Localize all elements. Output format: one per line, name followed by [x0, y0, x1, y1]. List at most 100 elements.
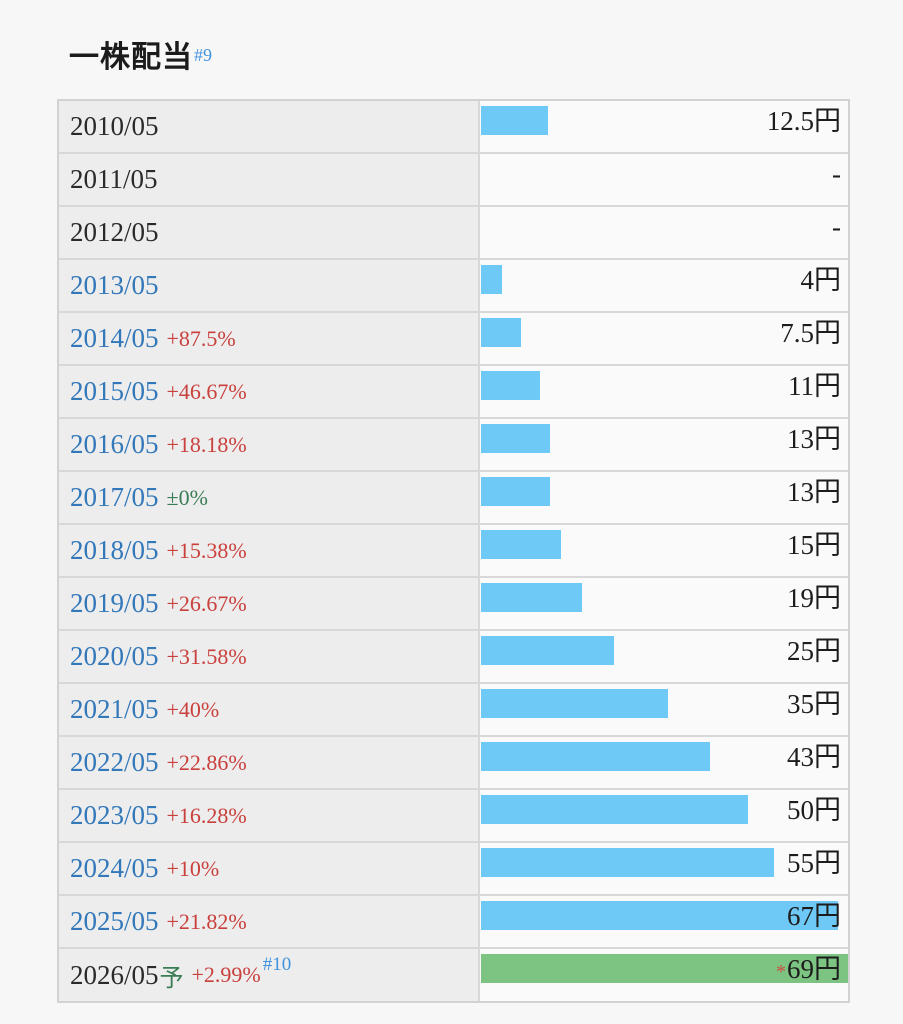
period-label[interactable]: 2013/05 [70, 270, 159, 300]
table-row: 2022/05 +22.86% 43円 [59, 737, 848, 790]
period-cell: 2010/05 [59, 101, 480, 152]
dividend-bar [481, 636, 615, 665]
value-cell: 7.5円 [480, 313, 848, 364]
dividend-bar [481, 742, 711, 771]
dividend-bar [481, 848, 775, 877]
footnote-link[interactable]: #10 [262, 954, 292, 975]
period-label[interactable]: 2023/05 [70, 800, 159, 830]
period-label[interactable]: 2025/05 [70, 906, 159, 936]
dividend-value: 12.5円 [767, 101, 841, 140]
period-label: 2011/05 [70, 164, 158, 194]
dividend-amount: 12.5円 [766, 106, 841, 136]
dividend-value: 19円 [787, 578, 841, 617]
table-row: 2026/05 予 +2.99% #10 *69円 [59, 949, 848, 1001]
table-row: 2017/05 ±0% 13円 [59, 472, 848, 525]
period-label[interactable]: 2021/05 [70, 694, 159, 724]
change-percent: +18.18% [166, 431, 247, 457]
dividend-amount: - [832, 212, 841, 242]
table-row: 2013/05 4円 [59, 260, 848, 313]
table-row: 2019/05 +26.67% 19円 [59, 578, 848, 631]
period-label[interactable]: 2022/05 [70, 747, 159, 777]
value-cell: 19円 [480, 578, 848, 629]
dividend-value: 13円 [787, 472, 841, 511]
period-cell: 2013/05 [59, 260, 480, 311]
table-row: 2014/05 +87.5% 7.5円 [59, 313, 848, 366]
change-percent: +40% [166, 696, 220, 722]
period-label[interactable]: 2019/05 [70, 588, 159, 618]
dividend-amount: 7.5円 [780, 318, 841, 348]
dividend-amount: 15円 [787, 530, 841, 560]
page-title: 一株配当 [69, 41, 193, 74]
dividend-amount: - [832, 159, 841, 189]
dividend-value: 13円 [787, 419, 841, 458]
dividend-bar [481, 424, 551, 453]
table-row: 2024/05 +10% 55円 [59, 843, 848, 896]
dividend-amount: 69円 [787, 954, 841, 984]
value-cell: - [480, 207, 848, 258]
table-row: 2021/05 +40% 35円 [59, 684, 848, 737]
value-cell: 55円 [480, 843, 848, 894]
period-label[interactable]: 2015/05 [70, 376, 159, 406]
estimate-asterisk: * [776, 961, 786, 983]
period-cell: 2026/05 予 +2.99% #10 [59, 949, 480, 1001]
dividend-value: *69円 [776, 949, 841, 988]
period-cell: 2016/05 +18.18% [59, 419, 480, 470]
dividend-bar [481, 954, 848, 983]
table-row: 2025/05 +21.82% 67円 [59, 896, 848, 949]
value-cell: 25円 [480, 631, 848, 682]
period-cell: 2014/05 +87.5% [59, 313, 480, 364]
change-percent: +26.67% [166, 590, 247, 616]
table-row: 2015/05 +46.67% 11円 [59, 366, 848, 419]
change-percent: +21.82% [166, 908, 247, 934]
dividend-value: - [832, 207, 841, 246]
value-cell: - [480, 154, 848, 205]
value-cell: 13円 [480, 419, 848, 470]
change-percent: +16.28% [166, 802, 247, 828]
dividend-amount: 55円 [787, 848, 841, 878]
dividend-value: 15円 [787, 525, 841, 564]
page-header: 一株配当#9 [0, 0, 903, 76]
period-cell: 2021/05 +40% [59, 684, 480, 735]
period-cell: 2011/05 [59, 154, 480, 205]
period-label: 2026/05 [70, 959, 159, 990]
value-cell: 15円 [480, 525, 848, 576]
value-cell: 50円 [480, 790, 848, 841]
period-label[interactable]: 2024/05 [70, 853, 159, 883]
value-cell: 35円 [480, 684, 848, 735]
period-label[interactable]: 2020/05 [70, 641, 159, 671]
dividend-table: 2010/05 12.5円 2011/05 - 2012/05 - 2013/0… [57, 99, 850, 1003]
dividend-amount: 13円 [787, 477, 841, 507]
dividend-bar [481, 106, 548, 135]
period-label[interactable]: 2016/05 [70, 429, 159, 459]
value-cell: *69円 [480, 949, 848, 1001]
dividend-value: 43円 [787, 737, 841, 776]
dividend-bar [481, 530, 561, 559]
dividend-bar [481, 318, 521, 347]
period-cell: 2017/05 ±0% [59, 472, 480, 523]
title-footnote-link[interactable]: #9 [194, 44, 212, 65]
change-percent: ±0% [166, 484, 208, 510]
table-row: 2018/05 +15.38% 15円 [59, 525, 848, 578]
change-percent: +10% [166, 855, 220, 881]
period-label[interactable]: 2017/05 [70, 482, 159, 512]
period-label[interactable]: 2014/05 [70, 323, 159, 353]
dividend-amount: 25円 [787, 636, 841, 666]
period-label[interactable]: 2018/05 [70, 535, 159, 565]
period-label: 2010/05 [70, 111, 159, 141]
dividend-bar [481, 901, 839, 930]
dividend-value: 4円 [801, 260, 842, 299]
value-cell: 11円 [480, 366, 848, 417]
value-cell: 43円 [480, 737, 848, 788]
dividend-amount: 50円 [787, 795, 841, 825]
period-cell: 2012/05 [59, 207, 480, 258]
change-percent: +31.58% [166, 643, 247, 669]
period-cell: 2020/05 +31.58% [59, 631, 480, 682]
dividend-value: 7.5円 [780, 313, 841, 352]
period-cell: 2019/05 +26.67% [59, 578, 480, 629]
period-cell: 2025/05 +21.82% [59, 896, 480, 947]
period-cell: 2023/05 +16.28% [59, 790, 480, 841]
change-percent: +87.5% [166, 325, 236, 351]
dividend-amount: 19円 [787, 583, 841, 613]
table-row: 2020/05 +31.58% 25円 [59, 631, 848, 684]
dividend-amount: 11円 [788, 371, 841, 401]
